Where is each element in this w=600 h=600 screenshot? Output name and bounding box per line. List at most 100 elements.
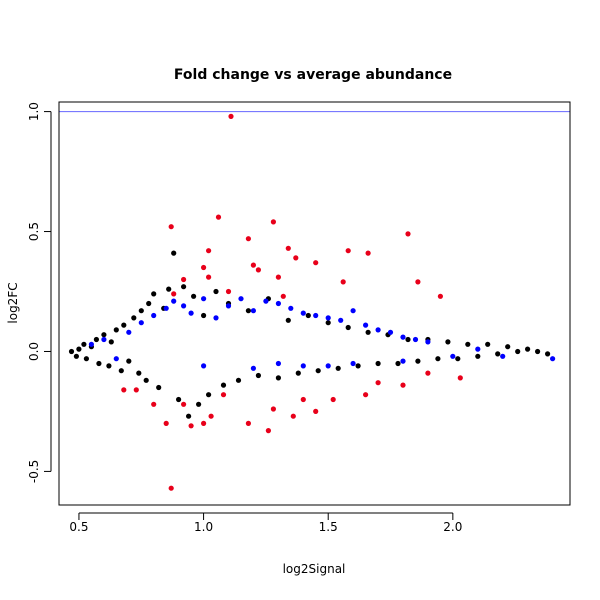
- data-point-s2-39: [270, 406, 276, 412]
- data-point-s0-13: [121, 322, 127, 328]
- data-point-s0-23: [166, 286, 172, 292]
- data-point-s1-28: [425, 339, 431, 345]
- data-point-s1-10: [201, 296, 207, 302]
- data-point-s1-31: [500, 353, 506, 359]
- data-point-s2-26: [163, 420, 169, 426]
- data-point-s1-5: [151, 312, 157, 319]
- data-point-s0-57: [455, 356, 461, 362]
- data-point-s2-1: [215, 214, 222, 220]
- data-point-s0-45: [335, 365, 341, 371]
- data-point-s0-31: [206, 392, 212, 398]
- data-point-s0-2: [76, 346, 82, 352]
- data-point-s0-17: [138, 308, 144, 314]
- data-point-s2-24: [280, 293, 286, 299]
- data-point-s1-25: [387, 329, 394, 335]
- data-point-s1-33: [201, 363, 207, 369]
- data-point-s0-0: [68, 348, 75, 355]
- data-point-s2-21: [415, 279, 421, 285]
- data-point-s1-11: [213, 315, 219, 321]
- data-point-s2-20: [340, 279, 346, 285]
- data-point-s0-12: [118, 368, 124, 374]
- data-point-s0-40: [285, 317, 291, 323]
- data-point-s1-13: [238, 296, 244, 302]
- y-tick-label-1: 0.0: [27, 342, 41, 361]
- y-axis-label: log2FC: [6, 282, 20, 323]
- data-point-s1-19: [313, 312, 319, 319]
- data-point-s0-29: [196, 401, 202, 407]
- y-tick-label-2: 0.5: [27, 222, 41, 241]
- plot-frame: [58, 101, 571, 506]
- data-point-s0-43: [315, 368, 321, 374]
- data-point-s0-53: [415, 358, 421, 364]
- data-point-s0-59: [475, 353, 481, 359]
- y-tick-label-3: 1.0: [27, 102, 41, 121]
- data-point-s2-10: [293, 255, 299, 261]
- data-point-s0-20: [151, 291, 157, 297]
- y-tick-label-0: -0.5: [27, 460, 41, 483]
- data-point-s1-34: [250, 365, 256, 371]
- data-point-s1-1: [101, 336, 107, 343]
- data-point-s0-1: [73, 353, 79, 359]
- data-point-s0-62: [505, 344, 511, 350]
- data-point-s0-8: [101, 332, 107, 338]
- data-point-s2-28: [201, 420, 207, 426]
- y-axis: -0.5 0.0 0.5 1.0: [27, 102, 52, 483]
- data-point-s2-40: [457, 375, 463, 381]
- data-point-s0-26: [181, 284, 187, 290]
- data-point-s0-48: [365, 329, 371, 335]
- data-point-s0-55: [435, 356, 441, 362]
- data-point-s2-14: [250, 262, 256, 268]
- data-point-s2-42: [425, 370, 431, 376]
- data-point-s0-61: [495, 351, 501, 357]
- data-point-s0-33: [220, 382, 227, 388]
- data-point-s0-60: [485, 341, 491, 347]
- data-point-s0-56: [445, 339, 451, 345]
- data-point-s1-30: [475, 346, 481, 352]
- data-point-s1-29: [450, 353, 456, 359]
- data-point-s1-36: [350, 360, 356, 367]
- data-point-s0-32: [213, 288, 219, 295]
- x-tick-label-0: 0.5: [69, 520, 88, 534]
- data-point-s2-29: [245, 420, 251, 426]
- data-point-s0-65: [535, 348, 541, 355]
- data-point-s0-66: [545, 351, 551, 357]
- data-point-s0-37: [255, 372, 261, 379]
- x-axis-label: log2Signal: [283, 562, 346, 576]
- data-point-s0-51: [395, 360, 401, 367]
- data-point-s2-31: [313, 408, 319, 414]
- data-point-s0-46: [345, 324, 351, 331]
- data-point-s0-44: [325, 320, 331, 326]
- x-tick-label-2: 1.5: [319, 520, 338, 534]
- data-point-s1-23: [363, 322, 369, 328]
- data-point-s0-64: [525, 346, 531, 352]
- data-point-s2-27: [188, 423, 194, 429]
- data-point-s1-32: [550, 356, 556, 362]
- data-point-s2-7: [265, 428, 271, 434]
- data-point-s1-3: [126, 329, 132, 335]
- data-point-s2-45: [181, 401, 187, 407]
- x-tick-label-3: 2.0: [443, 520, 462, 534]
- chart-title: Fold change vs average abundance: [174, 67, 452, 83]
- data-point-s1-24: [375, 327, 381, 333]
- data-point-s0-15: [131, 315, 137, 321]
- data-point-s1-17: [288, 305, 294, 311]
- data-point-s1-20: [325, 315, 331, 321]
- data-point-s2-3: [168, 224, 174, 230]
- data-point-s2-30: [290, 413, 296, 419]
- data-point-s0-41: [295, 370, 301, 376]
- data-point-s0-39: [275, 375, 281, 381]
- x-tick-label-1: 1.0: [194, 520, 213, 534]
- data-point-s2-33: [363, 392, 369, 398]
- data-point-s2-4: [245, 236, 251, 242]
- data-point-s1-22: [350, 308, 356, 314]
- data-point-s0-4: [83, 356, 89, 362]
- data-point-s0-42: [305, 312, 311, 319]
- data-point-s0-52: [405, 336, 411, 343]
- data-point-s0-58: [465, 341, 471, 347]
- data-point-s2-15: [201, 264, 207, 271]
- data-point-s2-8: [206, 248, 212, 254]
- data-point-s1-27: [412, 336, 419, 343]
- data-point-s1-18: [300, 310, 306, 316]
- data-point-s0-11: [113, 327, 119, 333]
- data-point-s0-47: [355, 363, 361, 369]
